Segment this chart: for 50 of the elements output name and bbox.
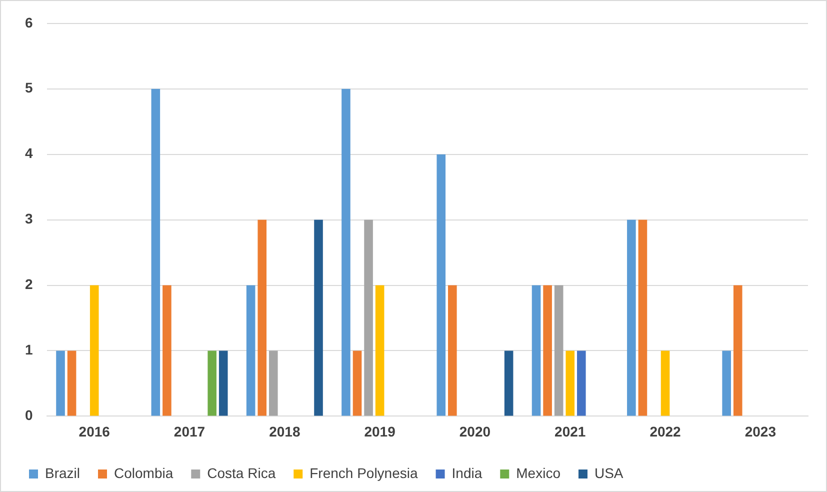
- bar: [218, 350, 228, 416]
- bar: [352, 350, 362, 416]
- legend-label: French Polynesia: [310, 464, 418, 481]
- bar: [532, 285, 541, 416]
- bar: [208, 350, 216, 416]
- x-tick-label: 2023: [744, 423, 776, 440]
- y-tick-label: 2: [24, 276, 33, 292]
- bar: [364, 220, 373, 416]
- y-tick-label: 5: [24, 80, 33, 96]
- bar: [638, 220, 648, 416]
- bar: [151, 88, 160, 416]
- legend-label: India: [452, 464, 482, 481]
- bar: [660, 350, 670, 416]
- x-tick-label: 2019: [364, 423, 396, 440]
- legend-label: Colombia: [114, 464, 174, 481]
- y-tick-label: 3: [24, 210, 33, 227]
- y-tick-label: 1: [24, 342, 33, 358]
- bar: [375, 285, 384, 416]
- bar: [56, 350, 65, 416]
- legend-label: Mexico: [516, 464, 561, 481]
- bar: [543, 285, 552, 416]
- bar: [162, 285, 172, 416]
- bar: [566, 350, 575, 416]
- y-tick-label: 0: [24, 407, 33, 424]
- bar: [627, 220, 636, 416]
- bar: [448, 285, 457, 416]
- bar: [314, 220, 323, 416]
- x-tick-label: 2020: [459, 423, 491, 440]
- x-tick-label: 2017: [174, 423, 206, 440]
- bar: [246, 285, 256, 416]
- x-tick-label: 2018: [269, 423, 300, 440]
- bar: [258, 220, 266, 416]
- x-tick-label: 2022: [650, 423, 682, 440]
- bar: [436, 154, 446, 416]
- x-tick-label: 2016: [78, 423, 110, 440]
- legend-label: Costa Rica: [207, 464, 276, 481]
- x-tick-label: 2021: [554, 423, 586, 440]
- bar: [67, 350, 76, 416]
- y-tick-label: 4: [24, 145, 33, 162]
- bar: [733, 285, 742, 416]
- bar: [554, 285, 564, 416]
- bar: [577, 350, 586, 416]
- bar: [504, 350, 514, 416]
- bar: [342, 88, 350, 416]
- legend-label: USA: [594, 464, 624, 481]
- bar: [90, 285, 99, 416]
- y-tick-label: 6: [24, 14, 33, 30]
- legend-label: Brazil: [45, 464, 80, 481]
- bar: [268, 350, 278, 416]
- bar: [722, 350, 731, 416]
